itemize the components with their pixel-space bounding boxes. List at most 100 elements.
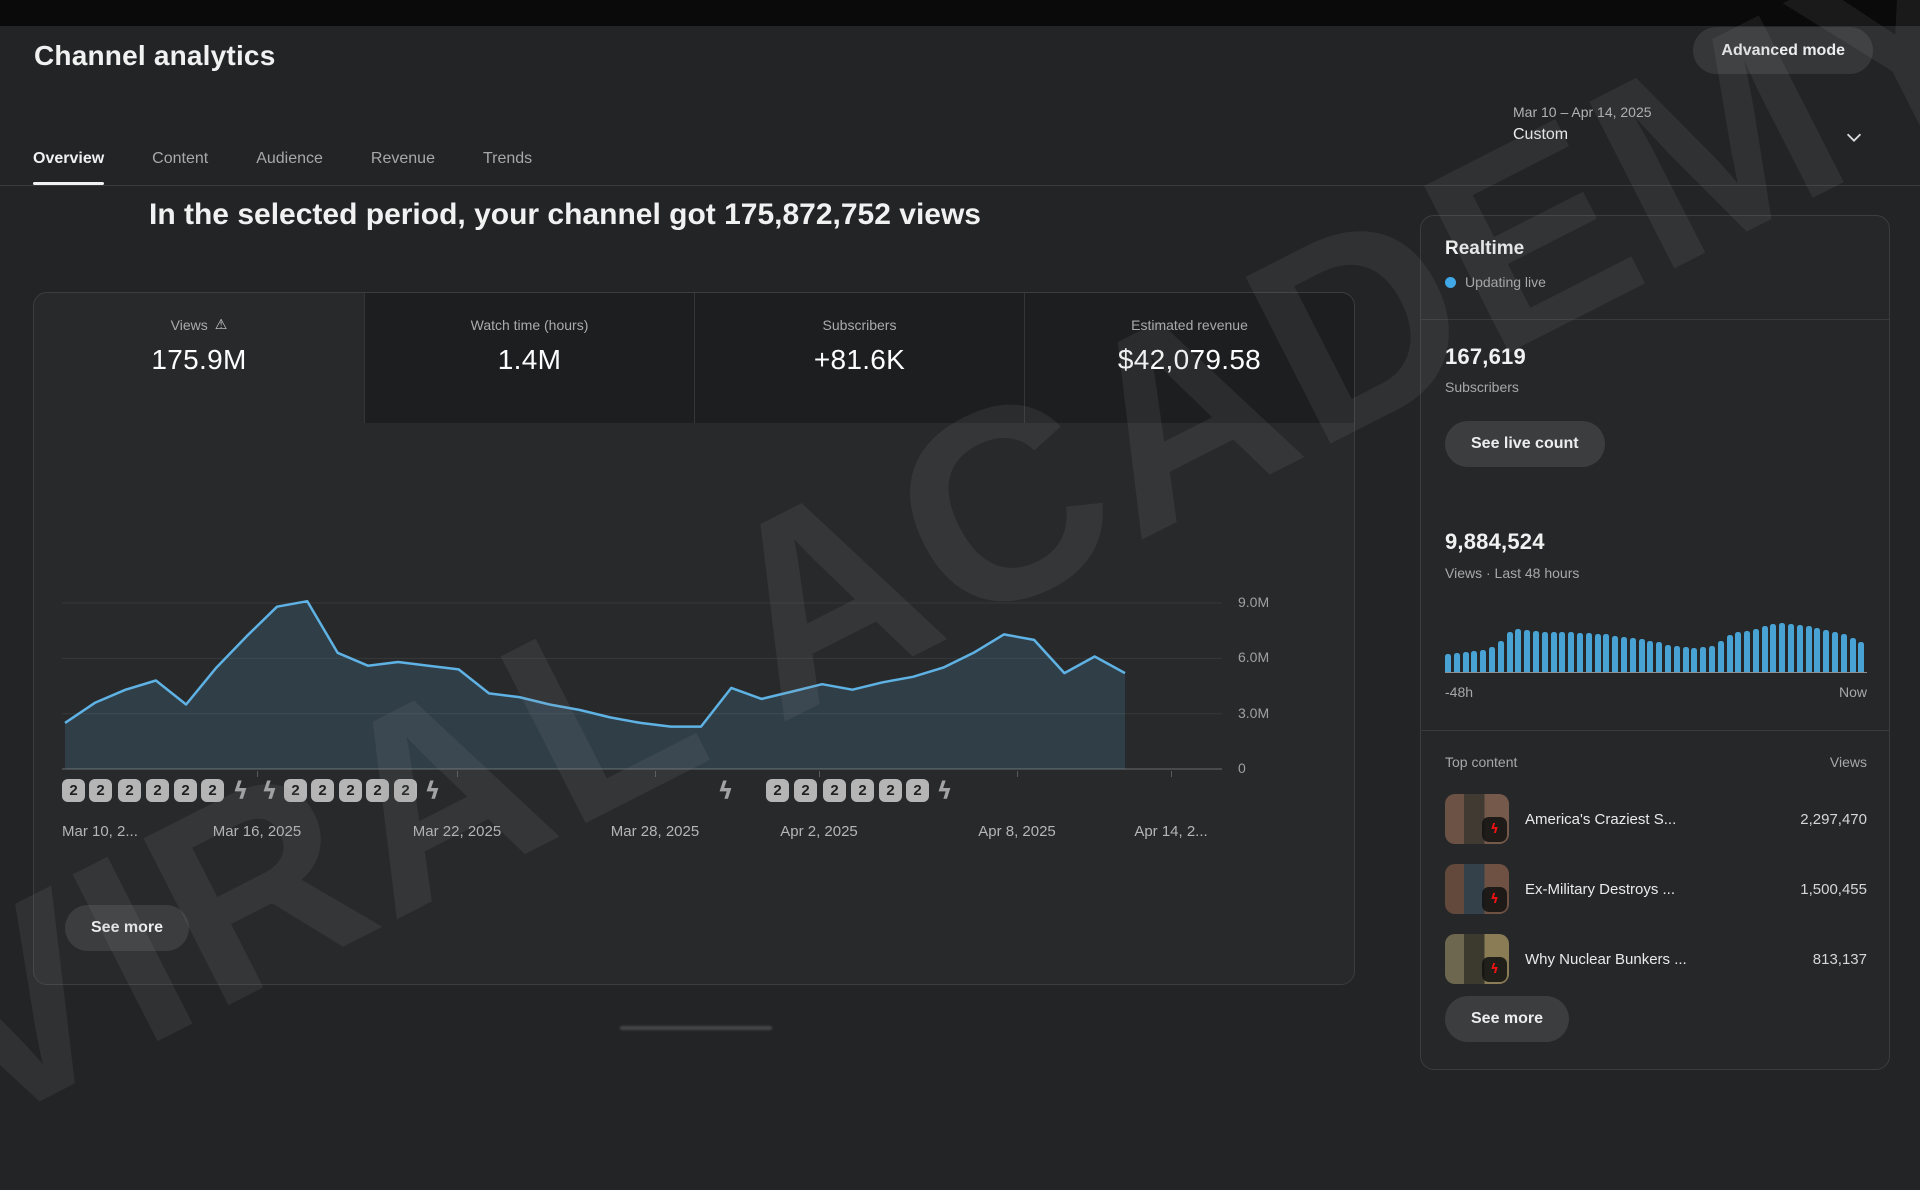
sparkline-bar [1462, 652, 1469, 672]
metric-card-subscribers[interactable]: Subscribers +81.6K [694, 293, 1024, 423]
x-axis-tick [1171, 771, 1172, 777]
sparkline-bar [1612, 636, 1619, 672]
videos-published-marker[interactable]: 2 [284, 779, 307, 802]
metric-card-watch-time-hours-[interactable]: Watch time (hours) 1.4M [364, 293, 694, 423]
metric-value: 1.4M [497, 344, 562, 375]
top-content-row[interactable]: ϟ America's Craziest S... 2,297,470 [1445, 784, 1867, 854]
shorts-published-marker-icon[interactable]: ϟ [261, 776, 278, 805]
videos-published-marker[interactable]: 2 [118, 779, 141, 802]
metric-value: +81.6K [813, 344, 906, 375]
videos-published-marker[interactable]: 2 [146, 779, 169, 802]
metric-card-estimated-revenue[interactable]: Estimated revenue $42,079.58 [1024, 293, 1354, 423]
realtime-subscribers-count: 167,619 [1445, 344, 1526, 369]
sparkline-bar [1620, 637, 1627, 672]
sparkline-bar [1832, 632, 1839, 672]
tab-trends[interactable]: Trends [482, 150, 533, 167]
sparkline-bar [1796, 625, 1803, 672]
videos-published-marker[interactable]: 2 [906, 779, 929, 802]
video-views: 2,297,470 [1800, 810, 1867, 828]
live-dot-icon [1445, 276, 1456, 288]
scroll-indicator[interactable] [620, 1026, 772, 1030]
y-axis-tick-label: 3.0M [1238, 704, 1270, 721]
realtime-views-sparkline [1445, 606, 1867, 673]
videos-published-marker[interactable]: 2 [794, 779, 817, 802]
videos-published-marker[interactable]: 2 [174, 779, 197, 802]
shorts-badge-icon: ϟ [1482, 887, 1507, 912]
sparkline-bar [1453, 653, 1460, 672]
video-title: America's Craziest S... [1525, 810, 1677, 828]
tab-content[interactable]: Content [152, 150, 209, 167]
metric-value: 175.9M [151, 344, 247, 375]
videos-published-marker[interactable]: 2 [394, 779, 417, 802]
see-live-count-button[interactable]: See live count [1445, 421, 1605, 467]
x-axis-date-label: Mar 28, 2025 [610, 823, 700, 840]
date-range-picker[interactable]: Mar 10 – Apr 14, 2025 Custom [1513, 104, 1863, 144]
realtime-title: Realtime [1445, 238, 1525, 259]
chevron-down-icon[interactable] [1843, 126, 1865, 148]
sparkline-bar [1761, 626, 1768, 672]
sparkline-bar [1629, 638, 1636, 672]
sparkline-bar [1471, 651, 1478, 672]
sparkline-bar [1524, 630, 1531, 672]
videos-published-marker[interactable]: 2 [311, 779, 334, 802]
x-axis-tick [819, 771, 820, 777]
shorts-published-marker-icon[interactable]: ϟ [936, 776, 953, 805]
metric-card-views[interactable]: Views ⚠ 175.9M [34, 293, 364, 423]
sparkline-bar [1506, 632, 1513, 672]
x-axis-date-label: Mar 10, 2... [62, 823, 138, 840]
metric-value: $42,079.58 [1117, 344, 1262, 375]
video-views: 813,137 [1812, 950, 1867, 968]
videos-published-marker[interactable]: 2 [879, 779, 902, 802]
videos-published-marker[interactable]: 2 [766, 779, 789, 802]
video-thumbnail: ϟ [1445, 934, 1509, 984]
shorts-published-marker-icon[interactable]: ϟ [717, 776, 734, 805]
videos-published-marker[interactable]: 2 [201, 779, 224, 802]
warning-icon: ⚠ [214, 317, 228, 333]
shorts-published-marker-icon[interactable]: ϟ [232, 776, 249, 805]
videos-published-marker[interactable]: 2 [823, 779, 846, 802]
videos-published-marker[interactable]: 2 [339, 779, 362, 802]
videos-published-marker[interactable]: 2 [89, 779, 112, 802]
sparkline-bar [1840, 634, 1847, 672]
chart-see-more-button[interactable]: See more [65, 905, 190, 951]
sparkline-bar [1744, 631, 1751, 672]
y-axis-tick-label: 0 [1238, 760, 1246, 776]
shorts-badge-icon: ϟ [1482, 957, 1507, 982]
sparkline-bar [1559, 632, 1566, 672]
realtime-subscribers-label: Subscribers [1445, 379, 1519, 395]
sparkline-bar [1700, 647, 1707, 672]
sparkline-bar [1770, 624, 1777, 672]
sparkline-bar [1515, 629, 1522, 672]
y-axis-tick-label: 9.0M [1238, 594, 1270, 611]
x-axis-date-label: Mar 16, 2025 [212, 823, 302, 840]
sparkline-bar [1576, 633, 1583, 672]
sparkline-bar [1480, 650, 1487, 672]
divider [1421, 319, 1889, 320]
tab-overview[interactable]: Overview [33, 150, 105, 185]
top-black-band [0, 0, 1920, 26]
realtime-views-label: Views · Last 48 hours [1445, 565, 1580, 581]
top-content-row[interactable]: ϟ Ex-Military Destroys ... 1,500,455 [1445, 854, 1867, 924]
sparkline-bar [1550, 632, 1557, 672]
videos-published-marker[interactable]: 2 [62, 779, 85, 802]
x-axis-date-label: Apr 2, 2025 [780, 823, 858, 840]
shorts-published-marker-icon[interactable]: ϟ [424, 776, 441, 805]
tab-revenue[interactable]: Revenue [370, 150, 435, 167]
videos-published-marker[interactable]: 2 [851, 779, 874, 802]
top-content-row[interactable]: ϟ Why Nuclear Bunkers ... 813,137 [1445, 924, 1867, 994]
metric-label: Estimated revenue [1131, 317, 1248, 333]
sparkline-axis-right: Now [1838, 684, 1867, 700]
realtime-panel: Realtime Updating live 167,619 Subscribe… [1420, 215, 1890, 1070]
sparkline-bar [1673, 646, 1680, 672]
date-range-text: Mar 10 – Apr 14, 2025 [1513, 104, 1652, 120]
tab-audience[interactable]: Audience [256, 150, 323, 167]
realtime-see-more-button[interactable]: See more [1445, 996, 1570, 1042]
sparkline-bar [1445, 654, 1451, 672]
x-axis-date-label: Mar 22, 2025 [412, 823, 502, 840]
shorts-badge-icon: ϟ [1482, 817, 1507, 842]
advanced-mode-button[interactable]: Advanced mode [1693, 27, 1873, 74]
top-content-header: Top content Views [1445, 754, 1867, 770]
top-content-list: ϟ America's Craziest S... 2,297,470 ϟ Ex-Mil… [1445, 784, 1867, 994]
videos-published-marker[interactable]: 2 [366, 779, 389, 802]
